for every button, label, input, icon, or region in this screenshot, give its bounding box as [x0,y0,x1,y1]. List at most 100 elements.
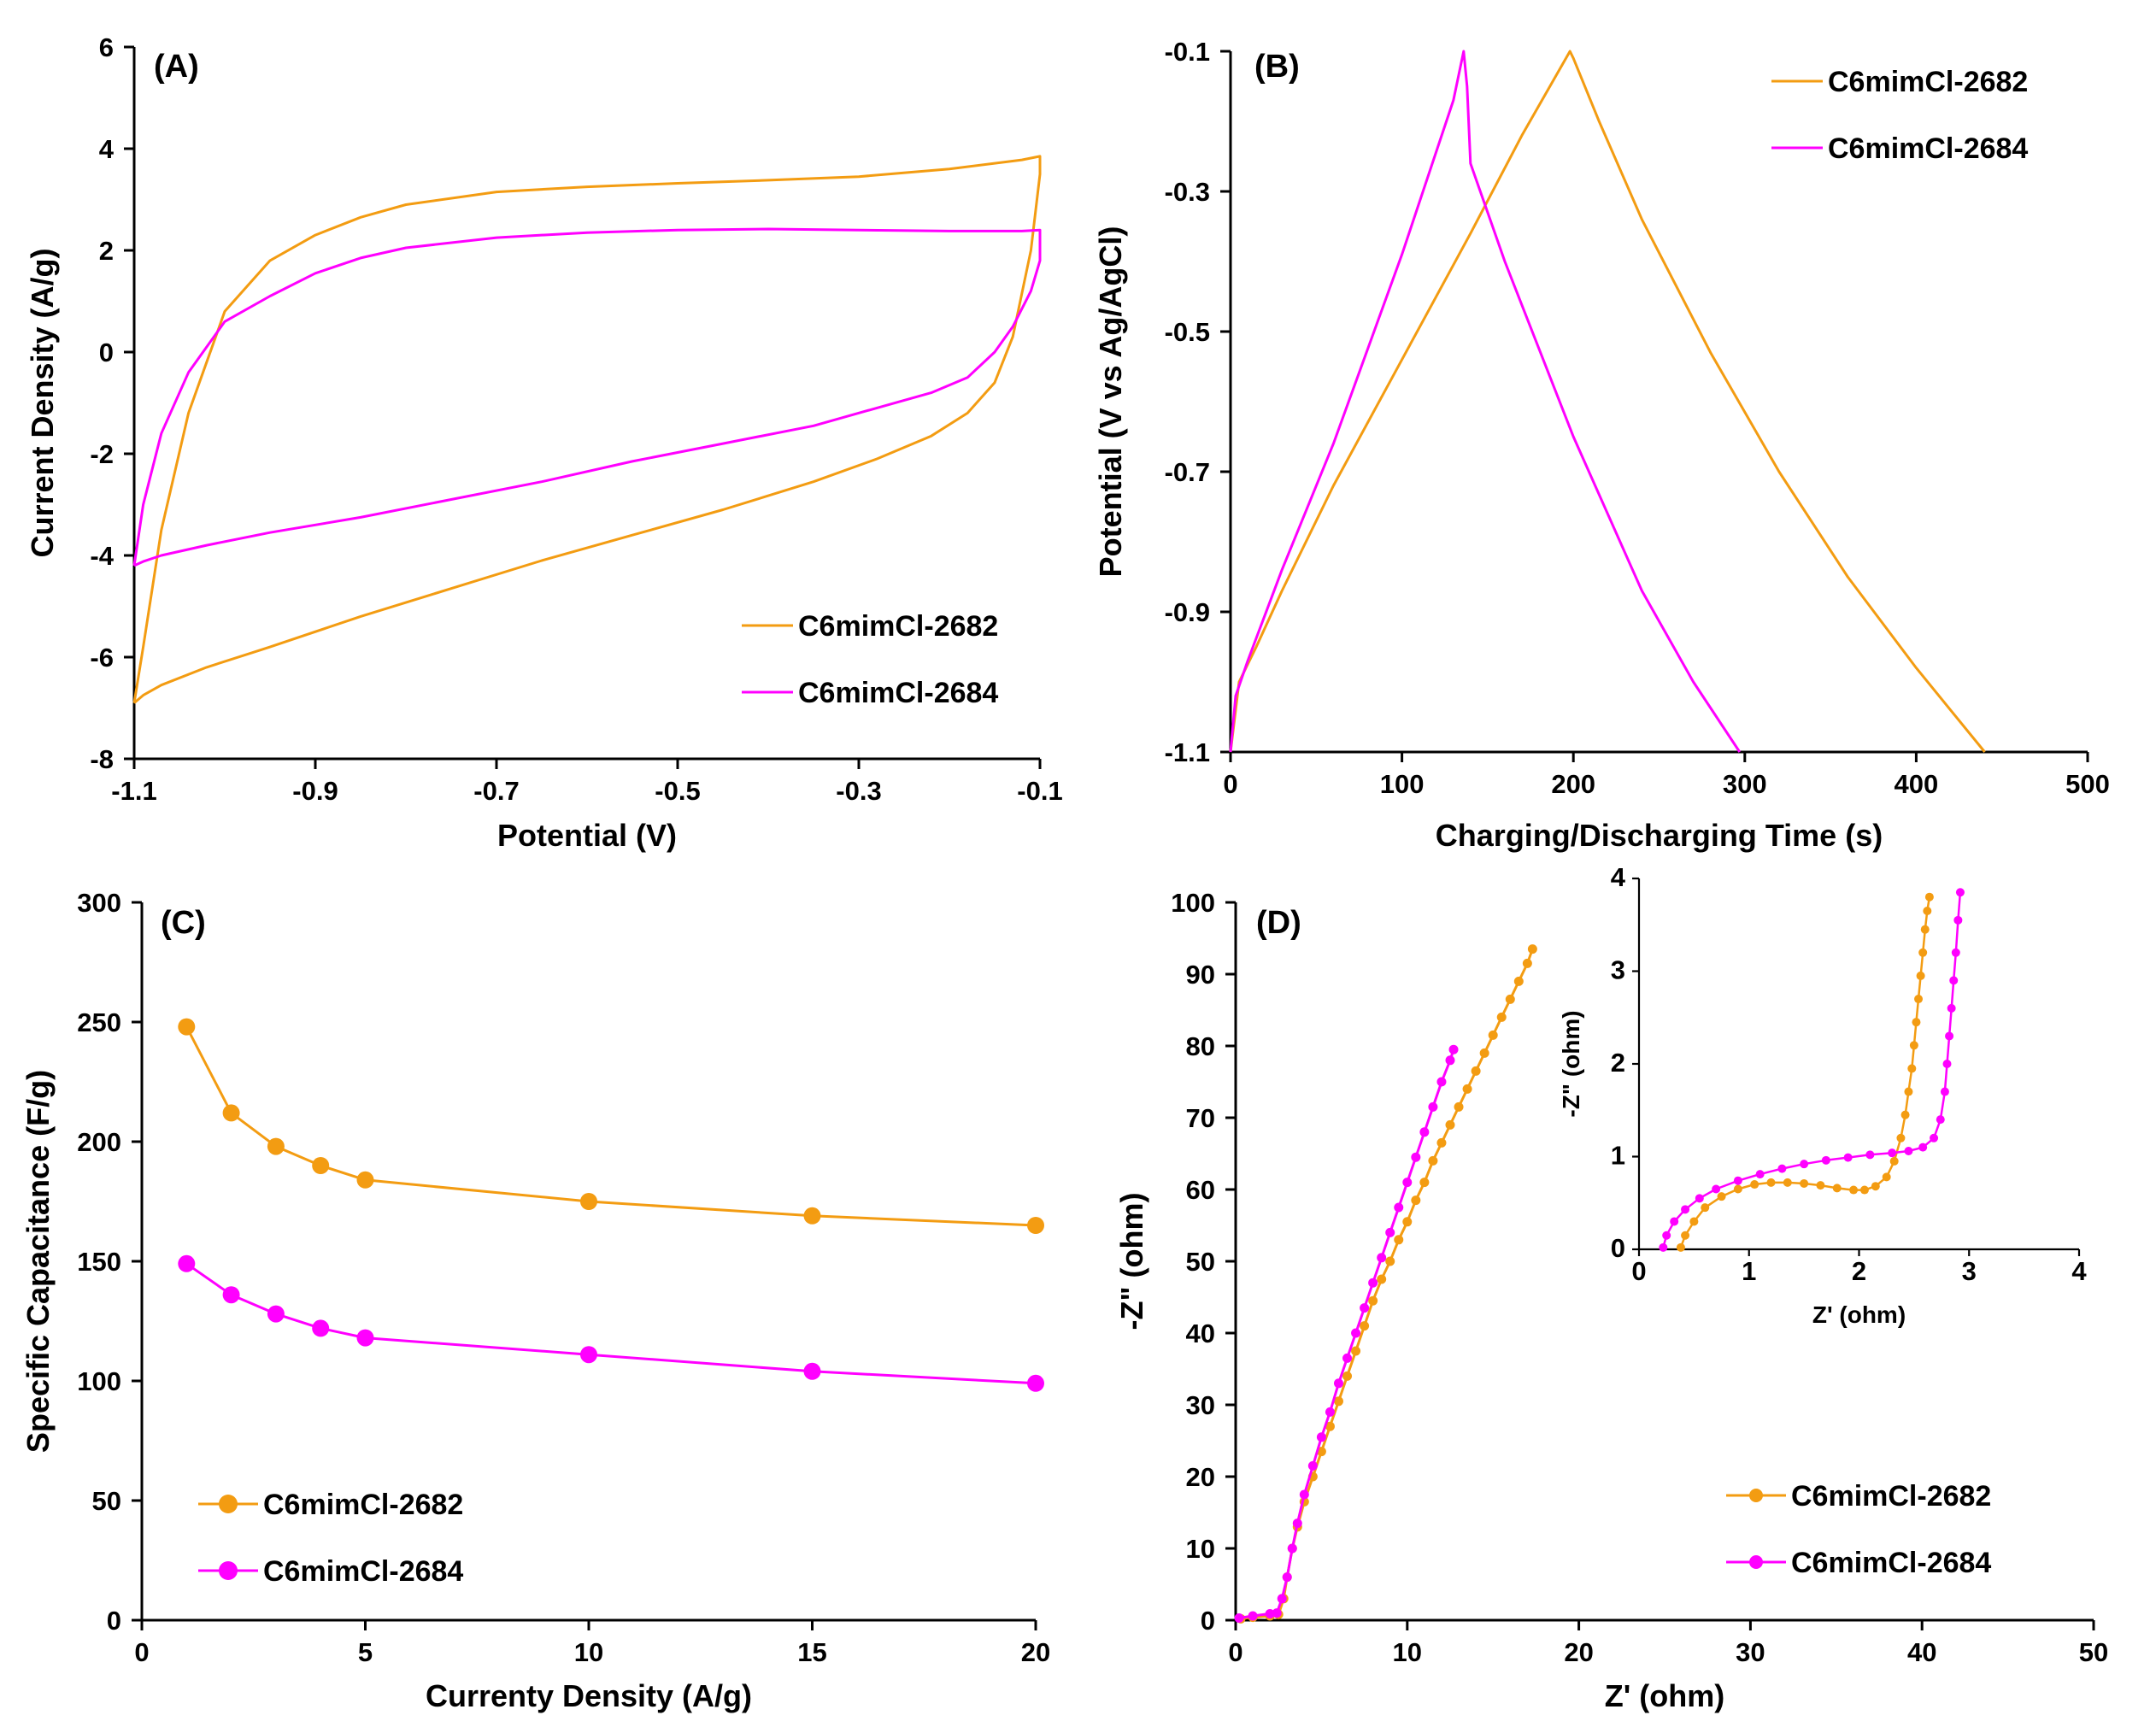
x-tick-label: 2 [1852,1256,1866,1286]
data-point [178,1254,196,1272]
data-point [1411,1195,1421,1206]
data-point [1849,1185,1859,1195]
legend-label: C6mimCl-2684 [263,1555,463,1588]
data-point [1766,1178,1776,1187]
data-point [1479,1048,1489,1058]
x-axis-title: Potential (V) [497,818,677,853]
data-point [1871,1182,1880,1191]
data-point [1234,1612,1244,1623]
data-point [1717,1192,1726,1201]
series-1 [178,1018,1044,1234]
data-point [1947,1003,1956,1013]
data-point [1419,1178,1430,1188]
data-point [1900,1110,1910,1119]
y-tick-label: -0.7 [1165,457,1210,487]
data-point [1342,1371,1353,1381]
series-line [185,1025,1037,1227]
data-point [1307,1460,1318,1471]
data-point [1918,1143,1928,1152]
data-point [1436,1137,1447,1148]
data-point [803,1362,821,1380]
data-point [1265,1608,1275,1618]
x-tick-label: -1.1 [111,776,156,806]
series-line [132,227,1042,567]
data-point [1953,915,1963,925]
series-2 [1234,1044,1459,1623]
data-point [1342,1353,1353,1363]
data-point [267,1305,285,1323]
chart-panel-d-inset: 0 1 2 3 4 0 1 2 3 4 Z' (ohm) -Z" (ohm) [1558,862,2087,1328]
data-point [1411,1152,1421,1162]
data-point [1488,1030,1498,1040]
data-point [1912,1018,1921,1027]
y-axis-title: Potential (V vs Ag/AgCl) [1093,226,1128,578]
y-axis-title: Specific Capacitance (F/g) [21,1070,56,1453]
y-tick-label: 0 [1611,1233,1625,1263]
legend: C6mimCl-2682 C6mimCl-2684 [1771,66,2028,165]
y-tick-label: 80 [1186,1031,1215,1061]
x-tick-label: 4 [2071,1256,2087,1286]
legend-label: C6mimCl-2682 [263,1489,463,1521]
data-point [1527,944,1537,955]
y-tick-label: -6 [90,643,114,673]
data-point [1670,1217,1679,1226]
data-point [1385,1256,1395,1266]
data-point [1513,976,1524,986]
data-point [1316,1432,1326,1442]
y-tick-label: 4 [99,134,115,164]
data-point [1907,1064,1917,1073]
data-point [1942,1060,1952,1068]
y-tick-label: 3 [1611,955,1625,985]
data-point [1888,1148,1897,1158]
x-tick-label: -0.7 [473,776,519,806]
y-tick-label: 6 [99,32,114,62]
x-tick-label: 20 [1564,1637,1593,1667]
data-point [1325,1407,1335,1417]
x-tick-label: 30 [1736,1637,1765,1667]
data-point [1916,971,1925,980]
data-point [1351,1346,1361,1356]
y-tick-label: -1.1 [1165,737,1210,767]
data-point [1272,1608,1282,1618]
y-tick-label: 150 [77,1247,121,1277]
x-tick-label: -0.3 [836,776,881,806]
data-point [1448,1044,1459,1054]
y-tick-label: 0 [1201,1606,1215,1636]
data-point [1755,1170,1765,1179]
data-point [1522,958,1532,968]
x-tick-label: 500 [2065,769,2110,799]
data-point [312,1319,330,1337]
data-point [1695,1194,1704,1203]
data-point [178,1018,196,1036]
data-point [312,1157,330,1174]
y-tick-label: 100 [77,1366,121,1396]
data-point [356,1329,374,1347]
data-point [1402,1217,1413,1227]
series-line [1229,50,1986,753]
data-point [1800,1160,1809,1169]
data-point [1462,1084,1472,1094]
data-point [1419,1127,1430,1137]
y-tick-label: 40 [1186,1319,1215,1348]
data-point [1027,1217,1044,1234]
data-point [1800,1178,1809,1188]
data-point [1292,1518,1302,1529]
data-point [1843,1153,1853,1162]
x-tick-label: 50 [2079,1637,2108,1667]
y-axis-title: -Z" (ohm) [1558,1010,1584,1117]
legend-marker [1749,1489,1763,1502]
x-axis-title: Charging/Discharging Time (s) [1436,818,1883,853]
legend: C6mimCl-2682 C6mimCl-2684 [198,1489,463,1588]
data-point [1889,1156,1899,1166]
data-point [356,1171,374,1189]
data-point [1377,1274,1387,1284]
y-tick-label: 0 [107,1606,121,1636]
data-point [1027,1374,1044,1392]
y-tick-label: 10 [1186,1534,1215,1564]
x-tick-label: -0.5 [655,776,700,806]
data-point [1859,1185,1869,1195]
data-point [222,1104,240,1122]
data-point [1816,1181,1825,1190]
y-tick-label: 2 [99,236,114,266]
